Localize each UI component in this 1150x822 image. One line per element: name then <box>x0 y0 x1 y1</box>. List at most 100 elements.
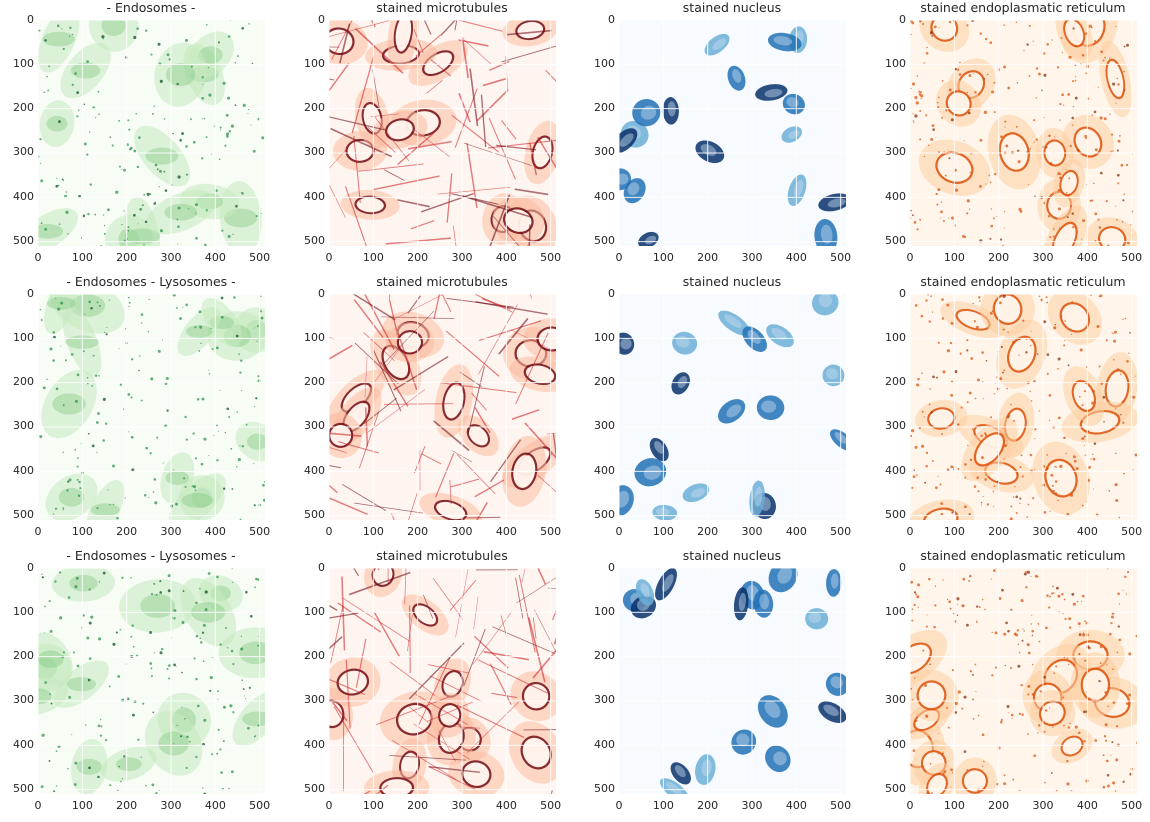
x-tick-label: 0 <box>615 799 623 812</box>
perinuclear-ring <box>910 642 932 675</box>
nucleus-blob <box>829 429 846 451</box>
y-tick-label: 300 <box>885 145 906 159</box>
cell-core <box>38 650 64 668</box>
micrograph-image <box>38 294 265 520</box>
puncta <box>982 381 984 383</box>
filament <box>458 92 471 123</box>
x-tick-label: 300 <box>451 525 473 538</box>
puncta <box>97 775 100 779</box>
puncta <box>1027 503 1030 506</box>
puncta <box>200 342 202 345</box>
puncta <box>1122 589 1124 591</box>
filament <box>474 407 491 434</box>
puncta <box>148 298 150 301</box>
puncta <box>978 296 981 299</box>
puncta <box>66 489 69 492</box>
puncta <box>1003 782 1007 786</box>
puncta <box>74 449 76 451</box>
puncta <box>984 434 988 437</box>
panel-microtubules: stained microtubules 0 100 200 300 400 500 0 100… <box>304 274 609 548</box>
nucleus-highlight <box>654 441 665 454</box>
filament <box>463 39 492 65</box>
nucleus-blob <box>695 140 725 164</box>
puncta <box>963 505 967 509</box>
puncta <box>88 300 91 304</box>
filament <box>388 299 398 332</box>
filament <box>420 453 442 465</box>
puncta <box>1074 96 1078 100</box>
puncta <box>975 605 979 608</box>
puncta <box>1068 626 1072 629</box>
puncta <box>1015 512 1018 514</box>
puncta <box>123 168 127 172</box>
puncta <box>921 765 923 768</box>
puncta <box>127 119 130 122</box>
puncta <box>177 225 180 228</box>
puncta <box>1103 421 1105 423</box>
puncta <box>1116 173 1120 177</box>
puncta <box>1115 452 1117 455</box>
puncta <box>140 322 143 324</box>
puncta <box>216 575 219 579</box>
nucleus-blob <box>753 589 774 618</box>
cell-body <box>232 691 265 747</box>
puncta <box>235 334 239 338</box>
puncta <box>1104 56 1107 59</box>
puncta <box>98 304 101 307</box>
puncta <box>203 437 207 441</box>
puncta <box>67 767 69 770</box>
filament <box>461 37 470 79</box>
puncta <box>125 328 127 330</box>
puncta <box>149 662 153 665</box>
filament <box>492 626 556 654</box>
filament <box>354 27 404 74</box>
puncta <box>221 229 224 232</box>
puncta <box>1029 344 1032 347</box>
puncta <box>979 300 981 302</box>
puncta <box>966 91 969 94</box>
nucleus-void <box>436 501 465 520</box>
filament <box>358 411 380 469</box>
puncta <box>222 705 226 709</box>
puncta <box>1038 72 1041 76</box>
puncta <box>919 218 922 221</box>
panel-endosomes-lysosomes: - Endosomes - Lysosomes -0 100 200 300 400 50… <box>13 548 318 822</box>
puncta <box>1026 43 1028 45</box>
puncta <box>1107 784 1110 788</box>
puncta <box>1019 466 1022 469</box>
x-tick-label: 200 <box>697 525 719 538</box>
puncta <box>1057 207 1061 211</box>
micrograph-image <box>38 568 265 794</box>
x-tick-label: 200 <box>697 799 719 812</box>
puncta <box>926 791 930 794</box>
puncta <box>138 369 140 372</box>
puncta <box>1016 629 1020 632</box>
puncta <box>1103 735 1107 738</box>
nucleus-highlight <box>830 573 839 589</box>
puncta <box>1005 621 1008 625</box>
puncta <box>1018 651 1021 654</box>
nucleus-highlight <box>726 404 742 418</box>
puncta <box>62 47 65 51</box>
puncta <box>1028 75 1031 77</box>
puncta <box>911 21 915 25</box>
y-tick-label: 300 <box>304 693 325 707</box>
puncta <box>1071 212 1074 215</box>
filament <box>482 298 511 310</box>
puncta <box>984 37 988 41</box>
puncta <box>227 96 231 100</box>
puncta <box>1048 707 1051 709</box>
puncta <box>95 117 97 119</box>
y-tick-label: 400 <box>885 189 906 203</box>
y-tick-label: 300 <box>304 145 325 159</box>
puncta <box>133 35 137 40</box>
puncta <box>1067 726 1070 729</box>
puncta <box>1110 615 1114 619</box>
cell-core <box>115 757 142 772</box>
y-tick-label: 500 <box>304 781 325 795</box>
panel-title: stained nucleus <box>682 0 782 15</box>
puncta <box>1003 227 1005 229</box>
puncta <box>990 416 993 419</box>
puncta <box>159 580 162 583</box>
puncta <box>1066 760 1069 763</box>
